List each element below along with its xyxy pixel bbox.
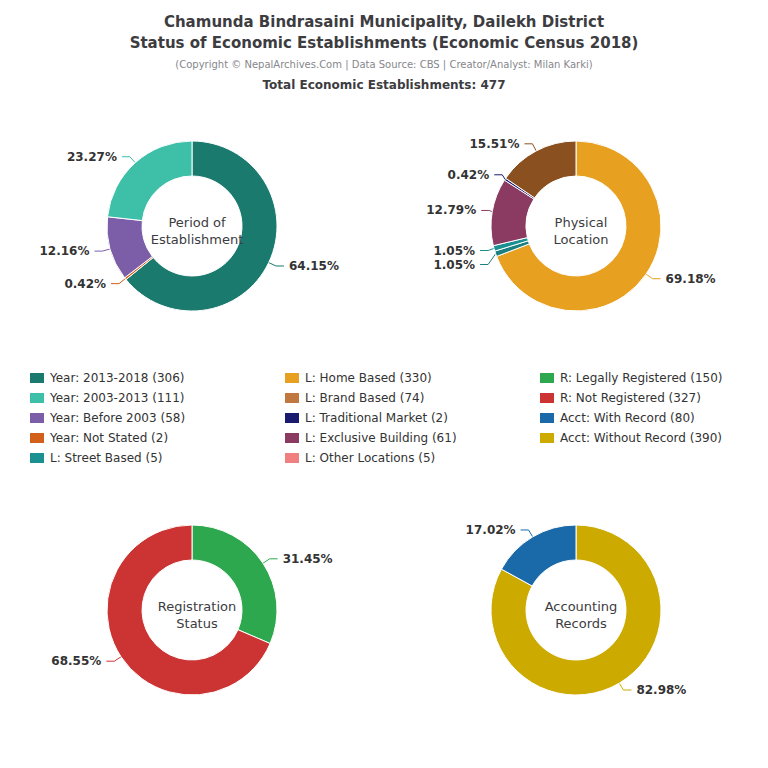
svg-text:L: Traditional Market (2): L: Traditional Market (2) [305,411,448,425]
svg-text:12.79%: 12.79% [426,203,476,217]
svg-text:0.42%: 0.42% [448,168,490,182]
svg-text:Year: 2003-2013 (111): Year: 2003-2013 (111) [49,391,185,405]
svg-text:0.42%: 0.42% [64,277,106,291]
svg-text:1.05%: 1.05% [433,244,475,258]
svg-text:Location: Location [554,232,609,247]
svg-text:R: Not Registered (327): R: Not Registered (327) [560,391,701,405]
svg-text:Registration: Registration [158,599,236,614]
svg-text:Chamunda Bindrasaini Municipal: Chamunda Bindrasaini Municipality, Daile… [164,13,604,31]
svg-text:Establishment: Establishment [151,232,244,247]
svg-text:Acct: With Record (80): Acct: With Record (80) [560,411,695,425]
svg-text:Total Economic Establishments:: Total Economic Establishments: 477 [263,78,506,92]
svg-text:L: Street Based (5): L: Street Based (5) [50,451,162,465]
svg-text:69.18%: 69.18% [666,272,716,286]
svg-text:L: Home Based (330): L: Home Based (330) [305,371,432,385]
svg-text:64.15%: 64.15% [289,259,339,273]
svg-text:12.16%: 12.16% [39,244,89,258]
svg-text:15.51%: 15.51% [469,137,519,151]
svg-text:(Copyright © NepalArchives.Com: (Copyright © NepalArchives.Com | Data So… [175,59,592,71]
svg-text:Status of Economic Establishme: Status of Economic Establishments (Econo… [130,34,639,52]
svg-text:L: Brand Based (74): L: Brand Based (74) [305,391,424,405]
svg-text:1.05%: 1.05% [433,258,475,272]
svg-text:31.45%: 31.45% [283,552,333,566]
svg-text:Physical: Physical [555,215,608,230]
svg-text:L: Other Locations (5): L: Other Locations (5) [305,451,435,465]
svg-text:Records: Records [555,616,607,631]
svg-text:Acct: Without Record (390): Acct: Without Record (390) [560,431,722,445]
svg-text:82.98%: 82.98% [636,683,686,697]
svg-text:Year: Before 2003 (58): Year: Before 2003 (58) [49,411,185,425]
svg-text:23.27%: 23.27% [67,150,117,164]
svg-text:R: Legally Registered (150): R: Legally Registered (150) [560,371,722,385]
svg-text:Period of: Period of [168,215,226,230]
svg-text:Accounting: Accounting [545,599,618,614]
svg-text:17.02%: 17.02% [466,523,516,537]
svg-text:Year: 2013-2018 (306): Year: 2013-2018 (306) [49,371,185,385]
svg-text:Year: Not Stated (2): Year: Not Stated (2) [49,431,168,445]
svg-text:68.55%: 68.55% [51,654,101,668]
svg-text:Status: Status [176,616,218,631]
svg-text:L: Exclusive Building (61): L: Exclusive Building (61) [305,431,457,445]
